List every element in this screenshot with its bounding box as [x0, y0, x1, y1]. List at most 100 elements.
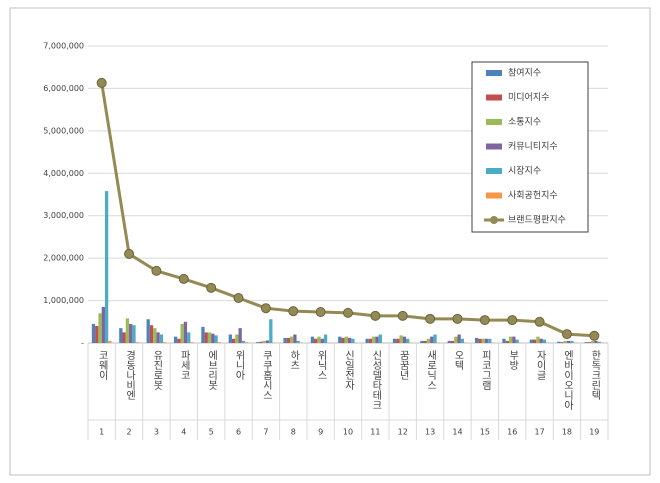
- legend-label: 미디어지수: [508, 92, 549, 103]
- x-rank-label: 5: [209, 428, 214, 437]
- bar: [129, 323, 133, 343]
- x-tick-label: 유진로봇: [151, 350, 163, 390]
- bar: [450, 340, 455, 343]
- x-tick-label: 자이글: [534, 350, 546, 380]
- bar: [529, 339, 534, 343]
- legend-marker: [490, 216, 498, 224]
- line-marker: [370, 310, 381, 321]
- bar: [228, 334, 232, 343]
- bar: [187, 332, 191, 343]
- legend-box: [471, 61, 589, 233]
- bar: [241, 340, 246, 343]
- x-rank-label: 10: [343, 428, 353, 437]
- line-marker: [151, 265, 162, 276]
- bar: [505, 340, 509, 343]
- x-rank-label: 17: [534, 428, 544, 437]
- bar: [460, 338, 465, 343]
- bar: [238, 328, 242, 343]
- bar: [156, 332, 160, 343]
- x-rank-label: 4: [181, 428, 186, 437]
- bar: [214, 335, 218, 343]
- y-tick-label: 4,000,000: [43, 169, 84, 178]
- bar: [566, 340, 571, 343]
- bar: [180, 323, 184, 343]
- x-tick-label: 한독크린텍: [589, 350, 601, 401]
- x-tick-label: 새로닉스: [425, 350, 437, 390]
- x-tick-label: 위닉스: [315, 349, 327, 380]
- bar: [515, 339, 519, 343]
- y-tick-label: 5,000,000: [43, 126, 84, 135]
- bar: [536, 336, 540, 343]
- bar: [135, 342, 139, 343]
- x-rank-label: 19: [589, 428, 599, 437]
- x-tick-label: 파세코: [178, 350, 190, 380]
- legend-swatch: [486, 143, 502, 150]
- bar: [502, 338, 506, 343]
- legend-label: 참여지수: [508, 67, 541, 79]
- line-marker: [96, 77, 107, 88]
- bar: [591, 340, 595, 343]
- bar: [454, 336, 458, 343]
- bar: [557, 341, 561, 343]
- bar: [293, 334, 297, 343]
- x-tick-label: 위니아: [233, 349, 245, 381]
- legend-label: 사회공헌지수: [508, 190, 558, 201]
- bar: [426, 338, 431, 343]
- bar: [508, 336, 513, 343]
- bar: [484, 338, 489, 343]
- legend-label: 시장지수: [508, 166, 541, 177]
- bar: [310, 336, 315, 343]
- bar: [392, 338, 397, 343]
- bar: [420, 340, 424, 343]
- bar: [269, 319, 273, 343]
- line-marker: [178, 273, 189, 284]
- y-tick-label: -: [81, 339, 84, 348]
- bar: [173, 336, 178, 343]
- y-tick-label: 2,000,000: [43, 254, 84, 263]
- bar: [314, 338, 318, 343]
- line-marker: [452, 313, 463, 324]
- bar: [204, 332, 208, 343]
- legend-swatch: [486, 119, 502, 125]
- bar: [570, 340, 574, 343]
- x-rank-label: 15: [480, 428, 490, 437]
- bar: [231, 338, 236, 343]
- x-tick-label: 신일전자: [343, 350, 355, 391]
- x-rank-label: 9: [318, 428, 323, 437]
- x-tick-label: 하츠: [288, 349, 300, 370]
- bar: [457, 334, 461, 343]
- x-rank-label: 16: [507, 428, 517, 437]
- line-marker: [397, 310, 408, 321]
- bar: [245, 342, 249, 343]
- legend-label: 소통지수: [508, 117, 541, 128]
- x-tick-label: 오텍: [452, 350, 464, 371]
- bar: [320, 338, 324, 343]
- bar: [478, 338, 482, 343]
- bar: [101, 306, 105, 343]
- legend-label: 브랜드평판지수: [508, 215, 566, 226]
- bar: [190, 342, 194, 343]
- x-tick-label: 경동나비엔: [124, 349, 136, 400]
- bar: [108, 340, 112, 343]
- bar: [344, 336, 348, 343]
- bar: [104, 191, 109, 343]
- bar: [375, 336, 379, 343]
- bar: [91, 323, 96, 343]
- bar: [289, 336, 294, 343]
- bar: [594, 340, 598, 343]
- bar: [211, 333, 215, 343]
- bar: [587, 342, 592, 343]
- bar: [474, 337, 479, 343]
- x-rank-label: 13: [425, 428, 435, 437]
- line-marker: [288, 306, 299, 317]
- bar: [146, 319, 150, 343]
- bar: [560, 342, 564, 343]
- x-tick-label: 꿈꿈년: [397, 350, 409, 380]
- bar: [542, 339, 547, 343]
- bar: [262, 340, 266, 343]
- line-marker: [260, 303, 271, 314]
- line-marker: [507, 315, 518, 326]
- bar: [125, 318, 130, 343]
- bar: [162, 342, 167, 343]
